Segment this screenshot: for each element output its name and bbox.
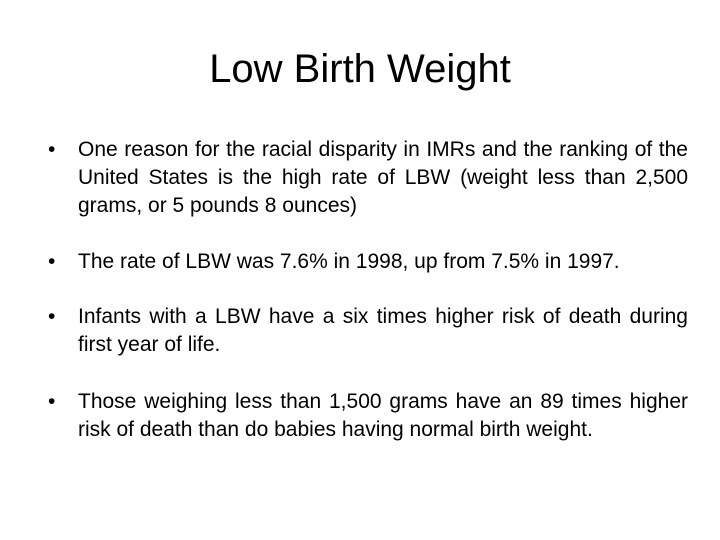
bullet-text: Infants with a LBW have a six times high… <box>78 305 688 356</box>
bullet-item: • The rate of LBW was 7.6% in 1998, up f… <box>48 248 688 276</box>
bullet-dot-icon: • <box>48 305 56 328</box>
bullet-item: • Those weighing less than 1,500 grams h… <box>48 388 688 444</box>
bullet-dot-icon: • <box>48 138 56 161</box>
bullet-text: Those weighing less than 1,500 grams hav… <box>78 390 688 441</box>
bullet-item: • One reason for the racial disparity in… <box>48 136 688 220</box>
bullet-dot-icon: • <box>48 250 56 273</box>
slide-title: Low Birth Weight <box>209 47 511 91</box>
bullet-text: One reason for the racial disparity in I… <box>78 138 688 217</box>
bullet-dot-icon: • <box>48 390 56 413</box>
bullet-list: • One reason for the racial disparity in… <box>48 136 688 444</box>
bullet-item: • Infants with a LBW have a six times hi… <box>48 303 688 359</box>
bullet-text: The rate of LBW was 7.6% in 1998, up fro… <box>78 250 620 273</box>
